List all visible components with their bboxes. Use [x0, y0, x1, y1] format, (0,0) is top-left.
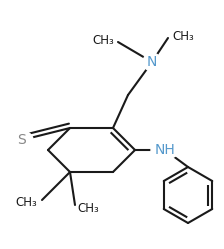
Text: NH: NH — [155, 143, 175, 157]
Ellipse shape — [11, 131, 33, 149]
Text: CH₃: CH₃ — [92, 34, 114, 47]
Text: N: N — [147, 55, 157, 69]
Text: S: S — [18, 133, 26, 147]
Text: CH₃: CH₃ — [172, 29, 194, 43]
Ellipse shape — [143, 53, 161, 71]
Ellipse shape — [151, 141, 179, 159]
Text: CH₃: CH₃ — [77, 201, 99, 214]
Text: CH₃: CH₃ — [15, 195, 37, 208]
